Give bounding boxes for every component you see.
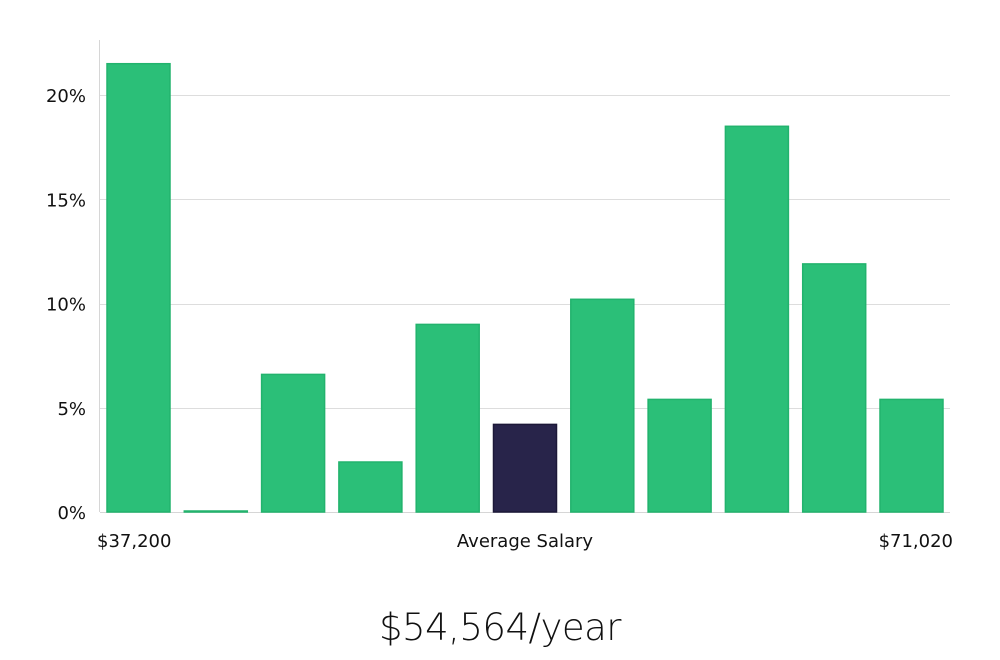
bar <box>338 461 403 513</box>
x-min-label: $37,200 <box>97 531 171 552</box>
y-tick-label: 0% <box>57 503 86 524</box>
y-tick-label: 20% <box>46 86 86 107</box>
bar <box>260 373 326 513</box>
y-tick-label: 15% <box>46 190 86 211</box>
bar <box>415 323 480 513</box>
bar <box>647 398 712 513</box>
x-max-label: $71,020 <box>879 531 953 552</box>
salary-distribution-chart: 0% 5% 10% 15% 20% $37,200 Average Salary $71… <box>46 40 953 552</box>
bar <box>879 398 944 513</box>
bar <box>724 125 790 513</box>
bar <box>106 62 171 513</box>
bar <box>801 263 867 513</box>
x-axis-title: Average Salary <box>457 531 594 552</box>
y-axis-ticks: 0% 5% 10% 15% 20% <box>46 86 86 524</box>
bars <box>106 62 944 513</box>
average-salary-value: $54,564/year <box>378 606 622 649</box>
bar <box>570 298 635 513</box>
bar <box>183 510 249 513</box>
y-tick-label: 10% <box>46 295 86 316</box>
bar-average-salary <box>492 423 558 513</box>
y-tick-label: 5% <box>57 399 86 420</box>
